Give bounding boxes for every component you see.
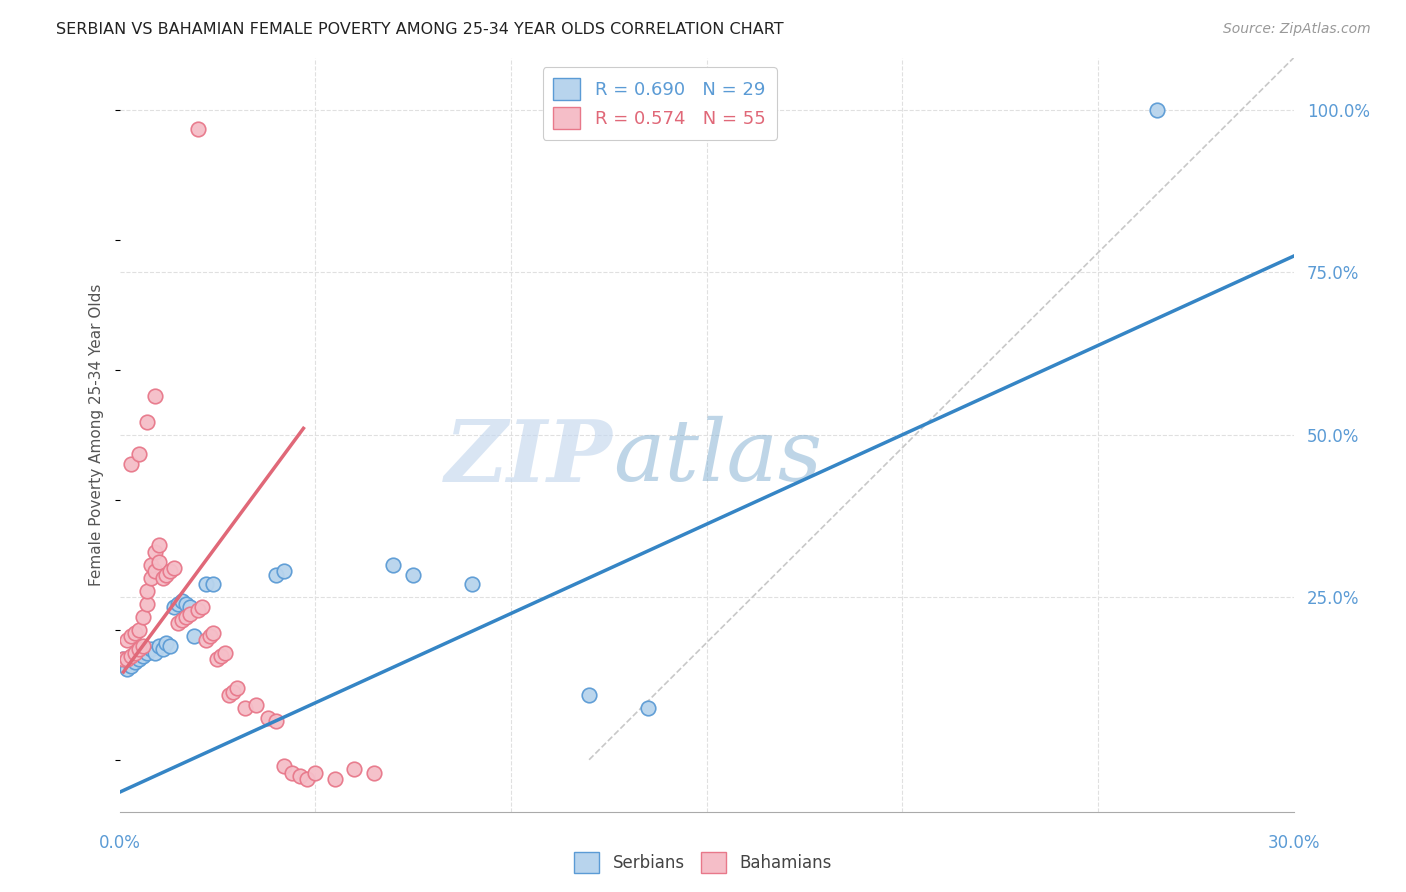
Point [148, 639, 170, 653]
Text: 30.0%: 30.0% [1267, 834, 1320, 852]
Text: atlas: atlas [613, 417, 821, 499]
Point [1146, 103, 1168, 117]
Point [143, 545, 166, 559]
Point [174, 609, 197, 624]
Text: Source: ZipAtlas.com: Source: ZipAtlas.com [1223, 22, 1371, 37]
Point [132, 639, 155, 653]
Point [128, 652, 150, 666]
Point [187, 122, 209, 136]
Point [167, 616, 190, 631]
Point [155, 567, 177, 582]
Point [273, 564, 295, 578]
Point [257, 710, 280, 724]
Point [288, 769, 311, 783]
Point [460, 577, 484, 591]
Point [132, 648, 155, 663]
Point [159, 564, 181, 578]
Point [152, 571, 174, 585]
Point [117, 632, 139, 647]
Point [139, 642, 162, 657]
Point [172, 593, 194, 607]
Point [179, 600, 201, 615]
Point [578, 688, 600, 702]
Point [135, 597, 157, 611]
Point [167, 597, 190, 611]
Point [152, 642, 174, 657]
Point [124, 655, 146, 669]
Point [120, 629, 142, 643]
Point [214, 646, 236, 660]
Point [273, 759, 295, 773]
Text: 0.0%: 0.0% [98, 834, 141, 852]
Point [135, 646, 157, 660]
Point [148, 538, 170, 552]
Point [179, 607, 201, 621]
Point [207, 652, 229, 666]
Point [202, 577, 225, 591]
Point [209, 648, 232, 663]
Point [297, 772, 319, 787]
Point [143, 389, 166, 403]
Point [128, 642, 150, 657]
Point [222, 684, 245, 698]
Point [120, 648, 142, 663]
Point [163, 561, 186, 575]
Point [155, 636, 177, 650]
Point [304, 765, 326, 780]
Point [402, 567, 425, 582]
Text: SERBIAN VS BAHAMIAN FEMALE POVERTY AMONG 25-34 YEAR OLDS CORRELATION CHART: SERBIAN VS BAHAMIAN FEMALE POVERTY AMONG… [56, 22, 785, 37]
Point [323, 772, 346, 787]
Point [120, 457, 142, 471]
Point [198, 629, 221, 643]
Point [245, 698, 267, 712]
Point [112, 652, 135, 666]
Point [637, 700, 659, 714]
Point [225, 681, 249, 696]
Point [343, 763, 366, 777]
Point [117, 652, 139, 666]
Point [117, 662, 139, 676]
Point [132, 609, 155, 624]
Y-axis label: Female Poverty Among 25-34 Year Olds: Female Poverty Among 25-34 Year Olds [89, 284, 104, 586]
Point [139, 571, 162, 585]
Point [233, 700, 256, 714]
Point [128, 447, 150, 461]
Point [363, 765, 385, 780]
Point [128, 623, 150, 637]
Point [194, 577, 217, 591]
Point [143, 646, 166, 660]
Point [190, 600, 212, 615]
Point [187, 603, 209, 617]
Point [264, 714, 287, 728]
Point [194, 632, 217, 647]
Point [183, 629, 205, 643]
Text: ZIP: ZIP [444, 416, 613, 500]
Point [174, 597, 197, 611]
Point [202, 626, 225, 640]
Point [172, 613, 194, 627]
Point [148, 555, 170, 569]
Point [280, 765, 302, 780]
Point [143, 564, 166, 578]
Point [139, 558, 162, 572]
Point [382, 558, 405, 572]
Point [124, 646, 146, 660]
Point [218, 688, 240, 702]
Point [163, 600, 186, 615]
Point [124, 626, 146, 640]
Point [264, 567, 287, 582]
Point [135, 415, 157, 429]
Point [112, 652, 135, 666]
Legend: Serbians, Bahamians: Serbians, Bahamians [568, 846, 838, 880]
Legend: R = 0.690   N = 29, R = 0.574   N = 55: R = 0.690 N = 29, R = 0.574 N = 55 [543, 67, 776, 140]
Point [159, 639, 181, 653]
Point [135, 583, 157, 598]
Point [120, 658, 142, 673]
